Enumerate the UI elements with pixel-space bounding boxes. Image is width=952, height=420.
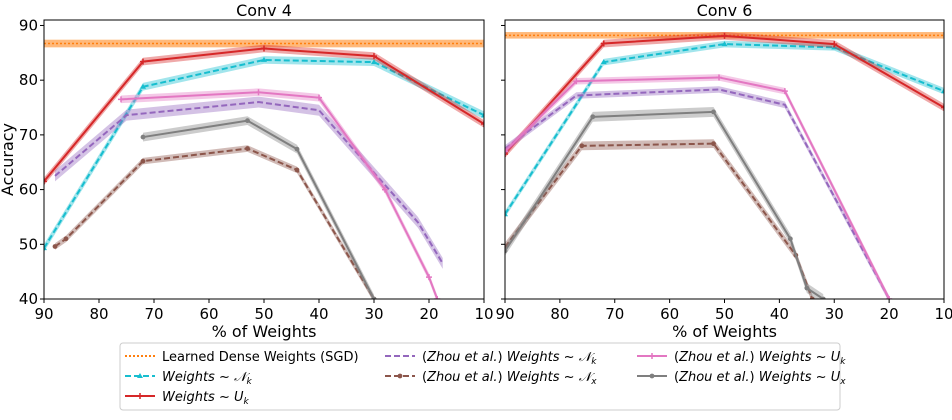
y-tick-label: 80 <box>19 71 38 89</box>
x-tick-label: 50 <box>254 305 273 323</box>
x-axis-label: % of Weights <box>212 322 317 341</box>
data-point <box>295 167 300 172</box>
legend-marker <box>398 374 403 379</box>
y-tick-label: 70 <box>19 126 38 144</box>
chart-title: Conv 6 <box>697 1 753 20</box>
series-4 <box>53 145 377 302</box>
x-tick-label: 30 <box>364 305 383 323</box>
data-point <box>711 141 716 146</box>
y-tick-label: 60 <box>19 181 38 199</box>
series-band <box>505 32 944 158</box>
series-6 <box>503 107 826 304</box>
chart-panel-2: 90 80 70 60 50 40 30 20 10 Conv 6 % of Weights <box>495 1 952 341</box>
legend-label: Learned Dense Weights (SGD) <box>162 350 359 365</box>
x-tick-label: 60 <box>660 305 679 323</box>
series-line <box>55 149 374 299</box>
data-point <box>788 236 793 241</box>
series-band <box>505 86 889 302</box>
data-point <box>804 286 809 291</box>
data-point <box>711 110 716 115</box>
x-tick-label: 60 <box>199 305 218 323</box>
data-point <box>295 147 300 152</box>
legend-label: (Zhou et al.) Weights ~ 𝒩x <box>422 370 597 387</box>
legend-label: Weights ~ Uk <box>162 390 250 407</box>
plot-area <box>502 32 947 304</box>
series-4 <box>503 139 815 303</box>
data-point <box>245 118 250 123</box>
chart-title: Conv 4 <box>236 1 292 20</box>
series-line <box>505 144 812 299</box>
series-3 <box>505 86 889 302</box>
series-line <box>44 48 484 181</box>
data-point <box>245 146 250 151</box>
series-line <box>143 121 374 299</box>
series-band <box>44 45 484 186</box>
x-tick-label: 50 <box>715 305 734 323</box>
legend-label: (Zhou et al.) Weights ~ Ux <box>674 370 846 387</box>
x-axis-label: % of Weights <box>672 322 777 341</box>
series-2 <box>502 32 947 158</box>
x-tick-label: 30 <box>825 305 844 323</box>
series-band <box>143 116 374 303</box>
x-tick-label: 80 <box>550 305 569 323</box>
data-point <box>590 114 595 119</box>
series-6 <box>141 116 377 303</box>
series-2 <box>41 45 487 186</box>
x-tick-label: 80 <box>89 305 108 323</box>
series-line <box>505 36 944 154</box>
x-tick-label: 20 <box>419 305 438 323</box>
x-tick-label: 20 <box>880 305 899 323</box>
legend-marker <box>650 374 655 379</box>
x-tick-label: 10 <box>934 305 952 323</box>
y-tick-label: 40 <box>19 290 38 308</box>
data-point <box>53 244 58 249</box>
data-point <box>64 236 69 241</box>
data-point <box>141 159 146 164</box>
data-point <box>579 143 584 148</box>
x-tick-label: 90 <box>495 305 514 323</box>
y-axis-label: Accuracy <box>0 123 17 196</box>
series-band <box>55 145 374 302</box>
legend-label: (Zhou et al.) Weights ~ Uk <box>674 350 846 367</box>
x-tick-label: 10 <box>474 305 493 323</box>
series-band <box>505 107 823 304</box>
y-tick-label: 50 <box>19 235 38 253</box>
x-tick-label: 40 <box>770 305 789 323</box>
x-tick-label: 70 <box>605 305 624 323</box>
legend-label: Weights ~ 𝒩k <box>162 370 252 387</box>
plot-area <box>41 40 487 304</box>
series-band <box>121 88 437 302</box>
y-tick-label: 90 <box>19 16 38 34</box>
legend-label: (Zhou et al.) Weights ~ 𝒩k <box>422 350 597 367</box>
x-tick-label: 70 <box>144 305 163 323</box>
series-band <box>505 139 812 303</box>
data-point <box>141 135 146 140</box>
x-tick-label: 40 <box>309 305 328 323</box>
legend: Learned Dense Weights (SGD) Weights ~ 𝒩k W… <box>120 343 846 410</box>
